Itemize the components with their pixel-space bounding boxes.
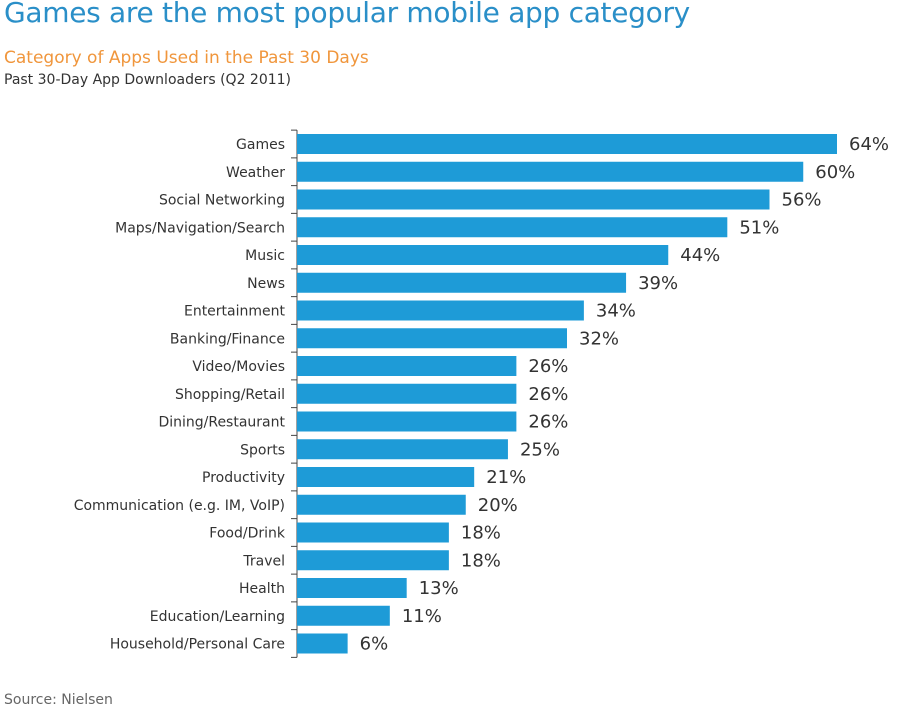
bar [297,494,466,515]
value-label: 18% [461,523,501,544]
value-label: 25% [520,439,560,460]
value-label: 26% [528,384,568,405]
bar [297,522,449,543]
category-label: Productivity [202,470,285,486]
value-label: 56% [782,190,822,211]
value-label: 34% [596,301,636,322]
source-note: Source: Nielsen [4,692,113,708]
bar [297,633,348,654]
chart-subtitle-secondary: Past 30-Day App Downloaders (Q2 2011) [4,72,292,88]
bar [297,272,627,293]
category-label: Maps/Navigation/Search [115,220,285,236]
category-label: Food/Drink [209,526,286,542]
value-label: 51% [739,217,779,238]
bar [297,356,517,376]
category-label: Education/Learning [150,609,285,625]
bar [297,578,407,598]
category-label: Weather [226,165,285,181]
category-label: Social Networking [159,193,285,209]
value-label: 18% [461,550,501,571]
category-label: Shopping/Retail [175,387,285,403]
bar [297,550,449,571]
bar [297,411,517,432]
bar [297,383,517,404]
category-label: Games [236,137,285,153]
bar [297,605,390,626]
value-label: 44% [680,245,720,266]
value-label: 64% [849,134,889,155]
category-label: Dining/Restaurant [158,415,285,431]
category-label: Health [239,581,285,597]
category-label: Travel [242,553,285,569]
bar [297,161,804,182]
value-label: 26% [528,412,568,433]
value-label: 20% [478,495,518,516]
chart-subtitle: Category of Apps Used in the Past 30 Day… [4,48,369,68]
category-label: Entertainment [184,304,286,320]
bar [297,217,728,238]
bar [297,467,475,487]
bar [297,328,567,349]
chart-headline: Games are the most popular mobile app ca… [4,0,690,29]
bar [297,134,837,154]
bar [297,300,584,321]
value-label: 60% [815,162,855,183]
category-label: Household/Personal Care [110,637,285,653]
bar [297,245,669,265]
value-label: 6% [360,634,389,655]
value-label: 13% [419,578,459,599]
value-label: 32% [579,328,619,349]
bar [297,189,770,210]
bar [297,439,508,460]
value-label: 39% [638,273,678,294]
category-label: Communication (e.g. IM, VoIP) [74,498,285,514]
value-label: 26% [528,356,568,377]
category-label: Sports [240,442,285,458]
value-label: 11% [402,606,442,627]
category-label: Video/Movies [192,359,285,375]
category-label: Music [245,248,285,264]
value-label: 21% [486,467,526,488]
category-label: Banking/Finance [170,331,285,347]
category-label: News [247,276,285,292]
